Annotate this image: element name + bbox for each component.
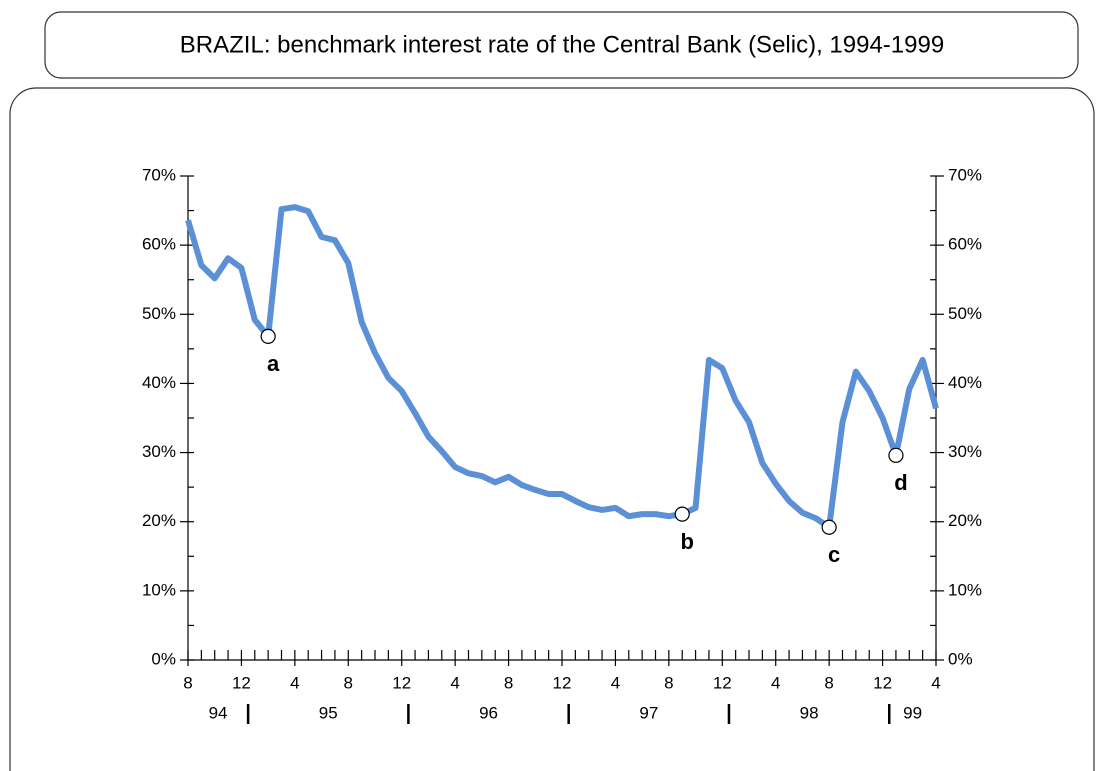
marker-label: a [267, 351, 280, 376]
point-marker [821, 519, 837, 535]
marker-label: d [894, 470, 907, 495]
y-tick-label: 30% [142, 442, 176, 461]
y-tick-label: 50% [142, 304, 176, 323]
marker-label: c [828, 542, 840, 567]
x-tick-label: 8 [183, 673, 192, 692]
year-label: 96 [479, 703, 498, 722]
point-marker [888, 447, 904, 463]
year-label: 99 [903, 703, 922, 722]
x-tick-label: 4 [611, 673, 620, 692]
x-tick-label: 8 [664, 673, 673, 692]
y2-tick-label: 40% [948, 373, 982, 392]
x-tick-label: 4 [290, 673, 299, 692]
x-tick-label: 12 [392, 673, 411, 692]
x-tick-label: 8 [504, 673, 513, 692]
y2-tick-label: 30% [948, 442, 982, 461]
y-tick-label: 40% [142, 373, 176, 392]
year-label: 94 [209, 703, 228, 722]
marker-label: b [680, 529, 693, 554]
x-tick-label: 12 [553, 673, 572, 692]
y2-tick-label: 20% [948, 511, 982, 530]
y2-tick-label: 50% [948, 304, 982, 323]
x-tick-label: 4 [450, 673, 459, 692]
x-tick-label: 8 [344, 673, 353, 692]
x-tick-label: 4 [771, 673, 780, 692]
year-label: 98 [800, 703, 819, 722]
x-tick-label: 4 [931, 673, 940, 692]
y-tick-label: 70% [142, 165, 176, 184]
x-tick-label: 12 [713, 673, 732, 692]
x-tick-label: 8 [824, 673, 833, 692]
data-line [185, 204, 939, 531]
y-tick-label: 60% [142, 235, 176, 254]
y2-tick-label: 0% [948, 649, 973, 668]
title-box [44, 11, 1079, 79]
chart-panel [9, 87, 1095, 771]
y-tick-label: 10% [142, 580, 176, 599]
year-label: 95 [319, 703, 338, 722]
chart-title: BRAZIL: benchmark interest rate of the C… [180, 31, 944, 58]
point-marker [260, 328, 276, 345]
y-tick-label: 0% [151, 649, 176, 668]
y2-tick-label: 10% [948, 580, 982, 599]
x-tick-label: 12 [232, 673, 251, 692]
year-label: 97 [639, 703, 658, 722]
point-marker [674, 506, 690, 522]
y-tick-label: 20% [142, 511, 176, 530]
x-tick-label: 12 [873, 673, 892, 692]
y2-tick-label: 70% [948, 165, 982, 184]
y2-tick-label: 60% [948, 235, 982, 254]
